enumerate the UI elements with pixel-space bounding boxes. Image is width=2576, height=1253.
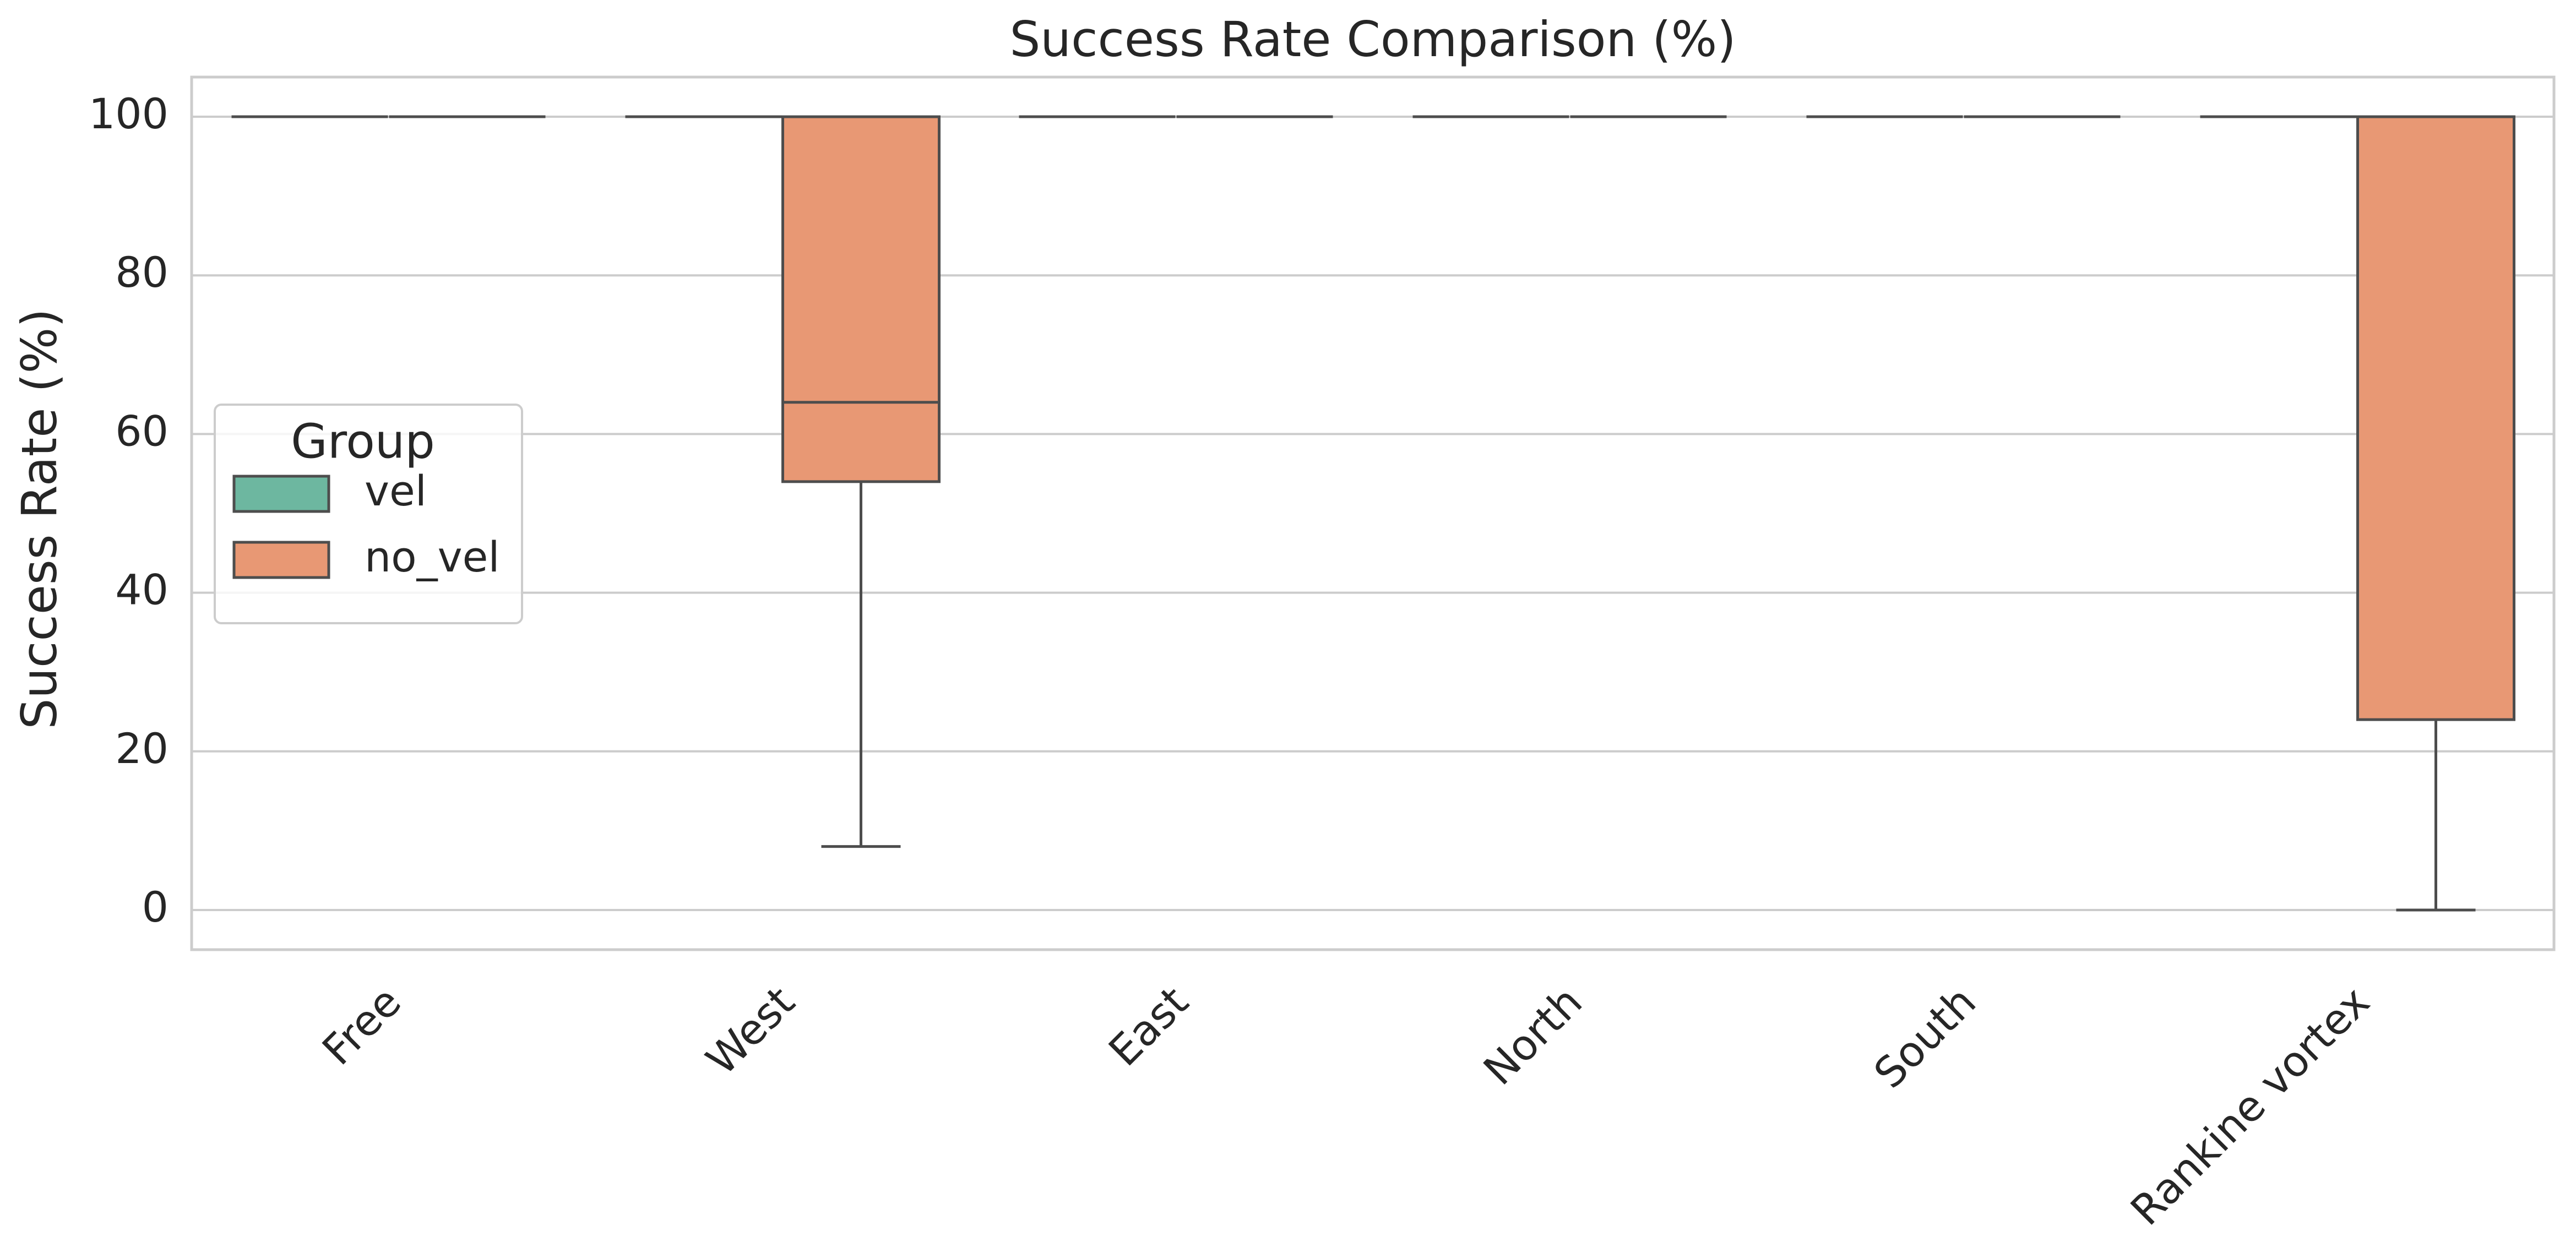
legend-swatch-vel xyxy=(232,475,330,513)
box-no_vel-5 xyxy=(2356,115,2515,721)
legend-label-vel: vel xyxy=(365,466,427,515)
y-tick-label: 100 xyxy=(89,89,169,138)
y-tick-label: 60 xyxy=(115,406,169,455)
legend-swatch-no_vel xyxy=(232,541,330,579)
x-tick-label: Rankine vortex xyxy=(2121,977,2379,1235)
x-tick-label: East xyxy=(1099,977,1198,1076)
y-tick-labels: 0 20 40 60 80 100 xyxy=(89,89,169,931)
x-tick-label: West xyxy=(697,977,804,1085)
x-tick-label: South xyxy=(1865,977,1985,1098)
y-axis-label: Success Rate (%) xyxy=(11,308,68,729)
gridlines xyxy=(192,116,2554,911)
y-tick-label: 20 xyxy=(115,724,169,773)
x-tick-labels: Free West East North South Rankine vortex xyxy=(313,977,2379,1235)
box-no_vel-1 xyxy=(781,115,941,483)
x-tick-label: North xyxy=(1474,977,1591,1094)
y-tick-label: 80 xyxy=(115,248,169,297)
x-tick-label: Free xyxy=(313,977,410,1075)
legend-label-no_vel: no_vel xyxy=(365,532,500,581)
legend-title: Group xyxy=(291,414,435,469)
plot-frame xyxy=(190,75,2556,951)
box-series xyxy=(231,115,2515,912)
y-tick-label: 40 xyxy=(115,565,169,614)
series-no_vel xyxy=(389,115,2515,912)
y-tick-label: 0 xyxy=(142,882,169,931)
chart-title: Success Rate Comparison (%) xyxy=(1009,11,1736,68)
